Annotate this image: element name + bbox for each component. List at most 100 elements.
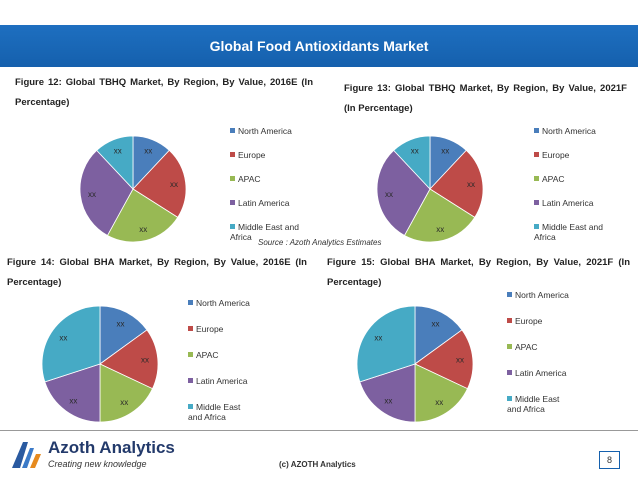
pie-slice-europe: [429, 149, 484, 218]
slice-label-middle-east-and-africa: xx: [411, 147, 419, 156]
azoth-logo-mark-icon: [12, 442, 41, 468]
copyright-text: (c) AZOTH Analytics: [279, 460, 356, 469]
slice-label-north-america: xx: [117, 320, 125, 329]
pie-slice-apac: [106, 188, 179, 243]
slice-label-north-america: xx: [144, 147, 152, 156]
legend-swatch: [534, 176, 539, 181]
pie-slice-north-america: [99, 305, 148, 365]
legend-item-apac: APAC: [534, 174, 624, 184]
legend-swatch: [188, 326, 193, 331]
legend-swatch: [534, 200, 539, 205]
legend-swatch: [507, 370, 512, 375]
legend-swatch: [507, 318, 512, 323]
legend-item-europe: Europe: [230, 150, 320, 160]
legend-item-north-america: North America: [534, 126, 624, 136]
legend-label: Latin America: [238, 198, 290, 208]
slide-title-banner: Global Food Antioxidants Market: [0, 25, 638, 67]
legend-swatch: [534, 128, 539, 133]
pie-slice-europe: [132, 149, 187, 218]
source-note: Source : Azoth Analytics Estimates: [258, 238, 382, 247]
slice-label-latin-america: xx: [69, 397, 77, 406]
figure-13-title: Figure 13: Global TBHQ Market, By Region…: [344, 83, 627, 114]
legend-item-europe: Europe: [507, 316, 597, 326]
legend-label: Europe: [542, 150, 570, 160]
slice-label-apac: xx: [436, 225, 444, 234]
pie-slice-latin-america: [359, 363, 416, 423]
legend-label: Middle East and Africa: [188, 402, 241, 422]
legend-item-europe: Europe: [534, 150, 624, 160]
legend-item-latin-america: Latin America: [188, 376, 256, 386]
pie-slice-apac: [403, 188, 476, 243]
figure-13-pie-chart: xx xx xx xx xx: [376, 135, 484, 243]
figure-15-pie-chart: xx xx xx xx xx: [356, 305, 474, 423]
slice-label-north-america: xx: [432, 320, 440, 329]
pie-slice-middle-east-and-africa: [96, 135, 134, 191]
brand-name: Azoth Analytics: [48, 438, 175, 457]
legend-label: Latin America: [515, 368, 567, 378]
figure-14-pie-chart: xx xx xx xx xx: [41, 305, 159, 423]
legend-label: Middle East and Africa: [507, 394, 560, 414]
pie-slice-north-america: [414, 305, 463, 365]
legend-swatch: [507, 396, 512, 401]
legend-swatch: [230, 128, 235, 133]
legend-swatch: [230, 200, 235, 205]
slice-label-north-america: xx: [441, 147, 449, 156]
legend-item-middle-east-and-africa: Middle East and Africa: [188, 402, 256, 422]
legend-label: Europe: [196, 324, 224, 334]
legend-swatch: [188, 378, 193, 383]
legend-label: APAC: [238, 174, 261, 184]
slice-label-latin-america: xx: [88, 190, 96, 199]
figure-12-pie-chart: xx xx xx xx xx: [79, 135, 187, 243]
slide-title: Global Food Antioxidants Market: [209, 38, 429, 54]
footer-divider: [0, 430, 638, 431]
legend-label: Europe: [515, 316, 543, 326]
slice-label-europe: xx: [467, 180, 475, 189]
azoth-logo: Azoth Analytics Creating new knowledge: [8, 438, 175, 472]
figure-15-title: Figure 15: Global BHA Market, By Region,…: [327, 257, 630, 288]
legend-swatch: [188, 352, 193, 357]
legend-label: APAC: [515, 342, 538, 352]
figure-12-title: Figure 12: Global TBHQ Market, By Region…: [15, 77, 313, 108]
legend-swatch: [507, 344, 512, 349]
pie-slice-apac: [99, 363, 154, 423]
legend-swatch: [188, 300, 193, 305]
slice-label-apac: xx: [435, 398, 443, 407]
figure-14-title: Figure 14: Global BHA Market, By Region,…: [7, 257, 307, 288]
legend-item-apac: APAC: [507, 342, 597, 352]
slice-label-middle-east-and-africa: xx: [59, 333, 67, 342]
legend-label: North America: [515, 290, 569, 300]
legend-item-north-america: North America: [188, 298, 256, 308]
pie-slice-latin-america: [44, 363, 101, 423]
legend-item-latin-america: Latin America: [534, 198, 624, 208]
legend-label: Europe: [238, 150, 266, 160]
page-number: 8: [599, 451, 620, 469]
slice-label-europe: xx: [141, 356, 149, 365]
legend-swatch: [534, 224, 539, 229]
legend-item-middle-east-and-africa: Middle East and Africa: [507, 394, 575, 414]
slice-label-apac: xx: [120, 398, 128, 407]
legend-item-europe: Europe: [188, 324, 278, 334]
legend-item-apac: APAC: [188, 350, 278, 360]
slice-label-apac: xx: [139, 225, 147, 234]
legend-label: Latin America: [542, 198, 594, 208]
legend-swatch: [507, 292, 512, 297]
legend-label: North America: [542, 126, 596, 136]
pie-slice-latin-america: [79, 149, 134, 236]
legend-item-apac: APAC: [230, 174, 320, 184]
legend-label: North America: [196, 298, 250, 308]
legend-swatch: [230, 224, 235, 229]
legend-label: Middle East and Africa: [534, 222, 603, 242]
legend-item-north-america: North America: [507, 290, 575, 300]
legend-item-middle-east-and-africa: Middle East and Africa: [230, 222, 308, 242]
legend-swatch: [534, 152, 539, 157]
legend-swatch: [230, 176, 235, 181]
pie-slice-latin-america: [376, 149, 431, 236]
legend-label: Middle East and Africa: [230, 222, 299, 242]
slice-label-latin-america: xx: [384, 397, 392, 406]
legend-label: Latin America: [196, 376, 248, 386]
slice-label-europe: xx: [456, 356, 464, 365]
legend-item-latin-america: Latin America: [230, 198, 320, 208]
slice-label-middle-east-and-africa: xx: [114, 147, 122, 156]
legend-item-latin-america: Latin America: [507, 368, 575, 378]
pie-slice-europe: [99, 329, 159, 390]
